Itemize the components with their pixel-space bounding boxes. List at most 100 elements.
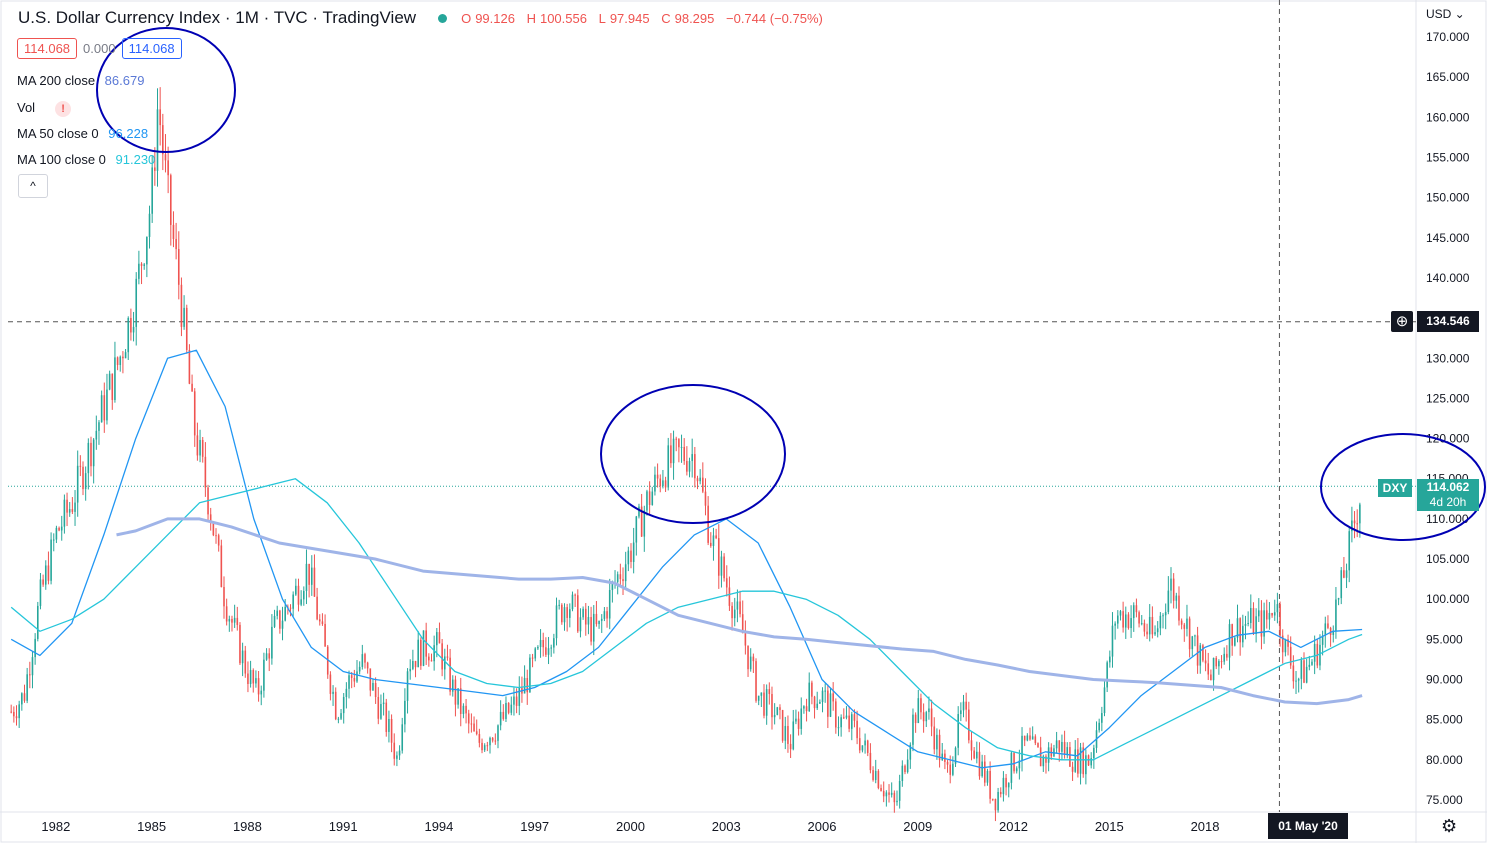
- candle-body: [725, 578, 728, 588]
- candle-body: [385, 702, 388, 732]
- candle-body: [1098, 722, 1100, 731]
- legend-volume[interactable]: Vol!: [17, 100, 72, 117]
- collapse-legend-button[interactable]: ^: [18, 174, 48, 198]
- candle-body: [627, 550, 630, 565]
- candle-body: [989, 770, 991, 799]
- candle-body: [281, 620, 284, 629]
- buy-price-button[interactable]: 114.068: [121, 38, 182, 59]
- candle-body: [1013, 752, 1015, 772]
- candle-body: [454, 679, 457, 705]
- candle-body: [1303, 660, 1305, 683]
- add-alert-icon[interactable]: ⊕: [1391, 311, 1413, 332]
- candle-body: [1295, 680, 1297, 682]
- candle-body: [898, 780, 901, 801]
- candle-body: [337, 718, 340, 720]
- legend-ma50[interactable]: MA 50 close 0 96.228: [17, 126, 149, 141]
- candle-body: [821, 690, 824, 703]
- candle-body: [199, 439, 201, 456]
- candle-body: [702, 477, 704, 492]
- spread-value: 0.000: [83, 41, 116, 56]
- candle-body: [1069, 747, 1071, 767]
- candle-body: [1132, 605, 1135, 619]
- candle-body: [566, 607, 568, 618]
- candle-body: [994, 798, 997, 811]
- time-axis-label: 2000: [616, 819, 645, 834]
- legend-ma100[interactable]: MA 100 close 0 91.230: [17, 152, 156, 167]
- candle-body: [715, 535, 717, 539]
- currency-selector[interactable]: USD ⌄: [1426, 7, 1465, 21]
- candle-body: [1031, 736, 1034, 740]
- candle-body: [539, 639, 542, 647]
- candle-body: [1063, 741, 1066, 755]
- candle-body: [526, 677, 529, 693]
- candle-body: [124, 352, 127, 359]
- candle-body: [159, 109, 161, 126]
- candle-body: [372, 682, 374, 691]
- ma200-value: 86.679: [104, 73, 145, 88]
- candle-body: [260, 690, 263, 695]
- candle-body: [707, 505, 709, 543]
- candle-body: [845, 715, 848, 718]
- candle-body: [712, 535, 715, 546]
- candle-body: [279, 610, 281, 629]
- candle-body: [438, 632, 441, 644]
- candle-body: [318, 619, 321, 622]
- candle-body: [412, 661, 414, 669]
- candle-body: [731, 605, 733, 619]
- candle-body: [1263, 610, 1265, 637]
- candle-body: [656, 474, 659, 479]
- candle-body: [672, 438, 675, 464]
- candle-body: [47, 565, 50, 581]
- candle-body: [654, 474, 656, 492]
- symbol-title[interactable]: U.S. Dollar Currency Index · 1M · TVC · …: [18, 8, 417, 27]
- candle-body: [406, 671, 409, 701]
- candle-body: [664, 480, 667, 488]
- candle-body: [598, 620, 600, 625]
- settings-gear-icon[interactable]: ⚙: [1441, 816, 1458, 836]
- candle-body: [265, 653, 268, 660]
- candle-body: [840, 717, 842, 728]
- candle-body: [29, 674, 31, 676]
- candle-body: [358, 666, 361, 672]
- candle-body: [1321, 635, 1324, 645]
- candle-body: [284, 606, 286, 621]
- candle-body: [1292, 665, 1295, 682]
- change-value: −0.744 (−0.75%): [726, 10, 823, 26]
- candle-body: [334, 691, 337, 720]
- sell-price-button[interactable]: 114.068: [17, 38, 78, 59]
- warning-icon[interactable]: !: [55, 101, 72, 117]
- candle-body: [1236, 618, 1239, 638]
- price-axis-label: 130.000: [1426, 351, 1470, 365]
- candle-body: [1023, 735, 1026, 741]
- candle-body: [1239, 618, 1241, 643]
- time-axis-label: 1982: [41, 819, 70, 834]
- candle-body: [885, 792, 888, 797]
- candle-body: [542, 639, 545, 648]
- candle-body: [55, 527, 58, 540]
- candle-body: [401, 724, 404, 751]
- candle-body: [1111, 625, 1114, 657]
- ma50-value: 96.228: [108, 126, 149, 141]
- time-axis-label: 2006: [808, 819, 837, 834]
- candle-body: [733, 609, 736, 619]
- candle-body: [1196, 635, 1199, 666]
- time-axis-label: 1991: [329, 819, 358, 834]
- candle-body: [518, 687, 521, 706]
- candle-body: [1297, 678, 1300, 681]
- candle-body: [686, 461, 688, 472]
- candle-body: [116, 357, 119, 365]
- candle-body: [247, 673, 249, 684]
- legend-ma200[interactable]: MA 200 close 86.679: [17, 73, 145, 88]
- bar-countdown: 4d 20h: [1429, 495, 1467, 509]
- candle-body: [922, 712, 925, 722]
- candle-body: [1244, 623, 1247, 626]
- candle-body: [398, 750, 401, 756]
- candle-body: [292, 594, 294, 609]
- candle-body: [978, 751, 981, 777]
- candle-body: [896, 800, 898, 803]
- candle-body: [175, 238, 177, 250]
- candle-body: [15, 716, 18, 719]
- candle-body: [619, 574, 622, 580]
- candle-body: [1101, 713, 1103, 723]
